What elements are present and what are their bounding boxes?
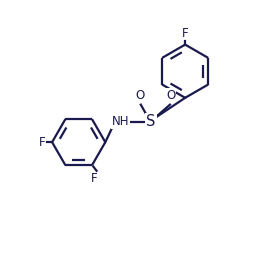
Text: F: F <box>182 27 189 40</box>
Text: S: S <box>146 114 156 130</box>
Text: NH: NH <box>112 116 129 128</box>
Text: F: F <box>39 136 46 149</box>
Text: O: O <box>135 89 144 102</box>
Text: O: O <box>167 89 176 102</box>
Text: F: F <box>91 172 98 185</box>
